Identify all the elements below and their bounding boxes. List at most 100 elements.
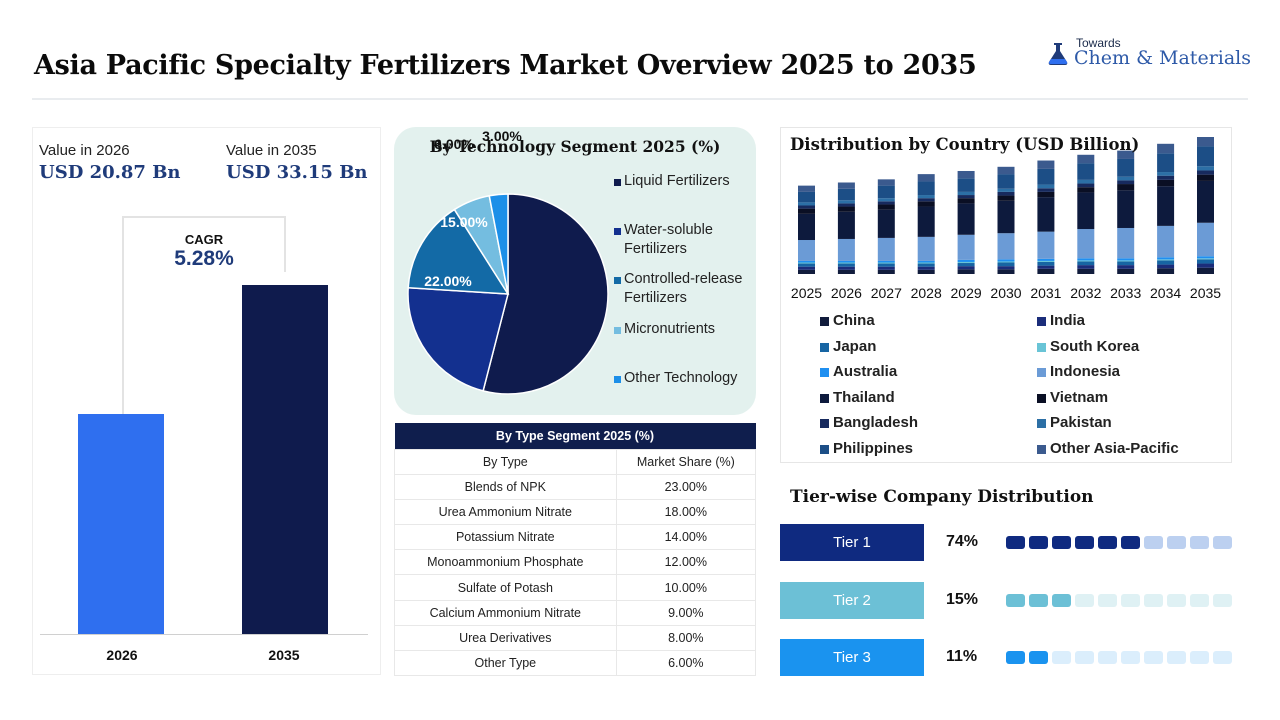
market-value-panel — [32, 127, 381, 675]
stacked-bar-segment — [1157, 153, 1175, 173]
tier-level-block — [1098, 536, 1117, 549]
stacked-bar-segment — [798, 266, 815, 270]
stacked-bar-segment — [1117, 180, 1135, 185]
table-cell-type: Other Type — [394, 649, 617, 677]
bar-label-2026: 2026 — [106, 647, 138, 663]
stacked-bar-segment — [1197, 174, 1214, 181]
stacked-bar-segment — [1037, 160, 1055, 169]
pie-slice — [482, 193, 609, 395]
value-2035: USD 33.15 Bn — [226, 162, 368, 183]
table-row: Potassium Nitrate 14.00% — [394, 524, 757, 551]
legend-swatch — [820, 368, 829, 377]
stacked-bar-segment — [957, 170, 975, 179]
legend-label: India — [1050, 312, 1086, 329]
stacked-bar-segment — [798, 205, 815, 209]
x-tick-label: 2030 — [990, 285, 1021, 301]
stacked-bar-segment — [997, 174, 1015, 189]
table-cell-share: 23.00% — [615, 473, 757, 500]
stacked-bar-segment — [957, 261, 975, 264]
legend-label: Other Asia-Pacific — [1050, 439, 1179, 457]
tier-title: Tier-wise Company Distribution — [790, 487, 1094, 507]
table-row: Urea Ammonium Nitrate 18.00% — [394, 498, 757, 526]
stacked-bar-segment — [997, 262, 1015, 267]
stacked-bar-segment — [798, 202, 815, 206]
stacked-bar-segment — [877, 237, 895, 261]
table-cell-share: 6.00% — [615, 649, 757, 677]
stacked-bar-segment — [837, 206, 855, 212]
country-stacked-bar-chart: 2025 2026 2027 2028 2029 2030 2031 2032 2033 2034… — [791, 137, 1221, 301]
legend-swatch — [1037, 419, 1046, 428]
tier-level-block — [1075, 594, 1094, 607]
stacked-bar-segment — [957, 234, 975, 260]
table-cell-type: Urea Derivatives — [394, 624, 617, 652]
stacked-bar-segment — [957, 263, 975, 267]
stacked-bar-segment — [1157, 179, 1175, 187]
tier-level-block — [1190, 594, 1209, 607]
logo-top-text: Towards — [1076, 36, 1121, 50]
stacked-bar-segment — [798, 213, 815, 241]
table-cell-share: 12.00% — [615, 549, 757, 576]
legend-swatch — [820, 342, 829, 352]
legend-label: Liquid Fertilizers — [624, 173, 730, 189]
tier-level-block — [1144, 536, 1163, 549]
table-header-type: By Type — [394, 448, 617, 475]
stacked-bar-segment — [798, 262, 815, 264]
stacked-bar-segment — [1037, 197, 1055, 232]
stacked-bar-segment — [917, 195, 935, 199]
table-cell-share: 9.00% — [615, 599, 757, 626]
pie-data-label: 22.00% — [424, 273, 472, 289]
stacked-bar-segment — [837, 211, 855, 239]
legend-label: Other Technology — [624, 370, 738, 386]
stacked-bar-segment — [957, 178, 975, 192]
tier-level-block — [1006, 594, 1025, 607]
stacked-bar-segment — [957, 266, 975, 270]
stacked-bar-segment — [1077, 268, 1095, 274]
legend-label: Water-soluble Fertilizers — [624, 222, 713, 257]
pie-slice — [407, 286, 509, 392]
stacked-bar-segment — [957, 191, 975, 196]
tier-level-block — [1144, 594, 1163, 607]
stacked-bar-segment — [1117, 265, 1135, 269]
bar-baseline — [40, 634, 368, 635]
stacked-bar-segment — [1117, 184, 1135, 191]
stacked-bar-segment — [1197, 258, 1214, 260]
stacked-bar-segment — [1077, 260, 1095, 262]
stacked-bar-segment — [1077, 261, 1095, 266]
value-2035-label: Value in 2035 — [226, 142, 317, 159]
table-cell-share: 18.00% — [615, 498, 757, 526]
stacked-bar-segment — [1117, 150, 1135, 159]
tier-level-block — [1167, 536, 1186, 549]
tier-percentage: 15% — [946, 591, 979, 608]
x-tick-label: 2029 — [951, 285, 982, 301]
cagr-value: 5.28% — [174, 247, 234, 270]
legend-label: Philippines — [833, 439, 914, 457]
stacked-bar-segment — [997, 266, 1015, 270]
stacked-bar-segment — [1037, 258, 1055, 261]
tier-level-block — [1098, 651, 1117, 664]
x-tick-label: 2034 — [1150, 285, 1181, 301]
pie-slice — [488, 193, 509, 295]
x-tick-label: 2035 — [1190, 285, 1221, 301]
table-title: By Type Segment 2025 (%) — [394, 423, 756, 449]
stacked-bar-segment — [1157, 264, 1175, 269]
legend-swatch — [614, 327, 621, 334]
tier-badge: Tier 3 — [780, 639, 924, 676]
stacked-bar-segment — [1037, 265, 1055, 269]
tier-level-block — [1006, 536, 1025, 549]
tier-percentage: 74% — [946, 533, 979, 550]
pie-data-label: 15.00% — [440, 214, 488, 230]
stacked-bar-segment — [1157, 225, 1175, 258]
stacked-bar-segment — [1197, 256, 1214, 259]
stacked-bar-segment — [1157, 175, 1175, 180]
stacked-bar-segment — [798, 260, 815, 263]
stacked-bar-segment — [877, 201, 895, 205]
legend-swatch — [614, 376, 621, 383]
tier-level-block — [1213, 536, 1232, 549]
stacked-bar-segment — [1077, 163, 1095, 180]
table-row: Other Type 6.00% — [394, 649, 757, 677]
tier-level-block — [1121, 536, 1140, 549]
cagr-bracket — [122, 216, 286, 272]
stacked-bar-segment — [917, 201, 935, 207]
legend-label: South Korea — [1050, 337, 1140, 355]
stacked-bar-segment — [997, 269, 1015, 274]
